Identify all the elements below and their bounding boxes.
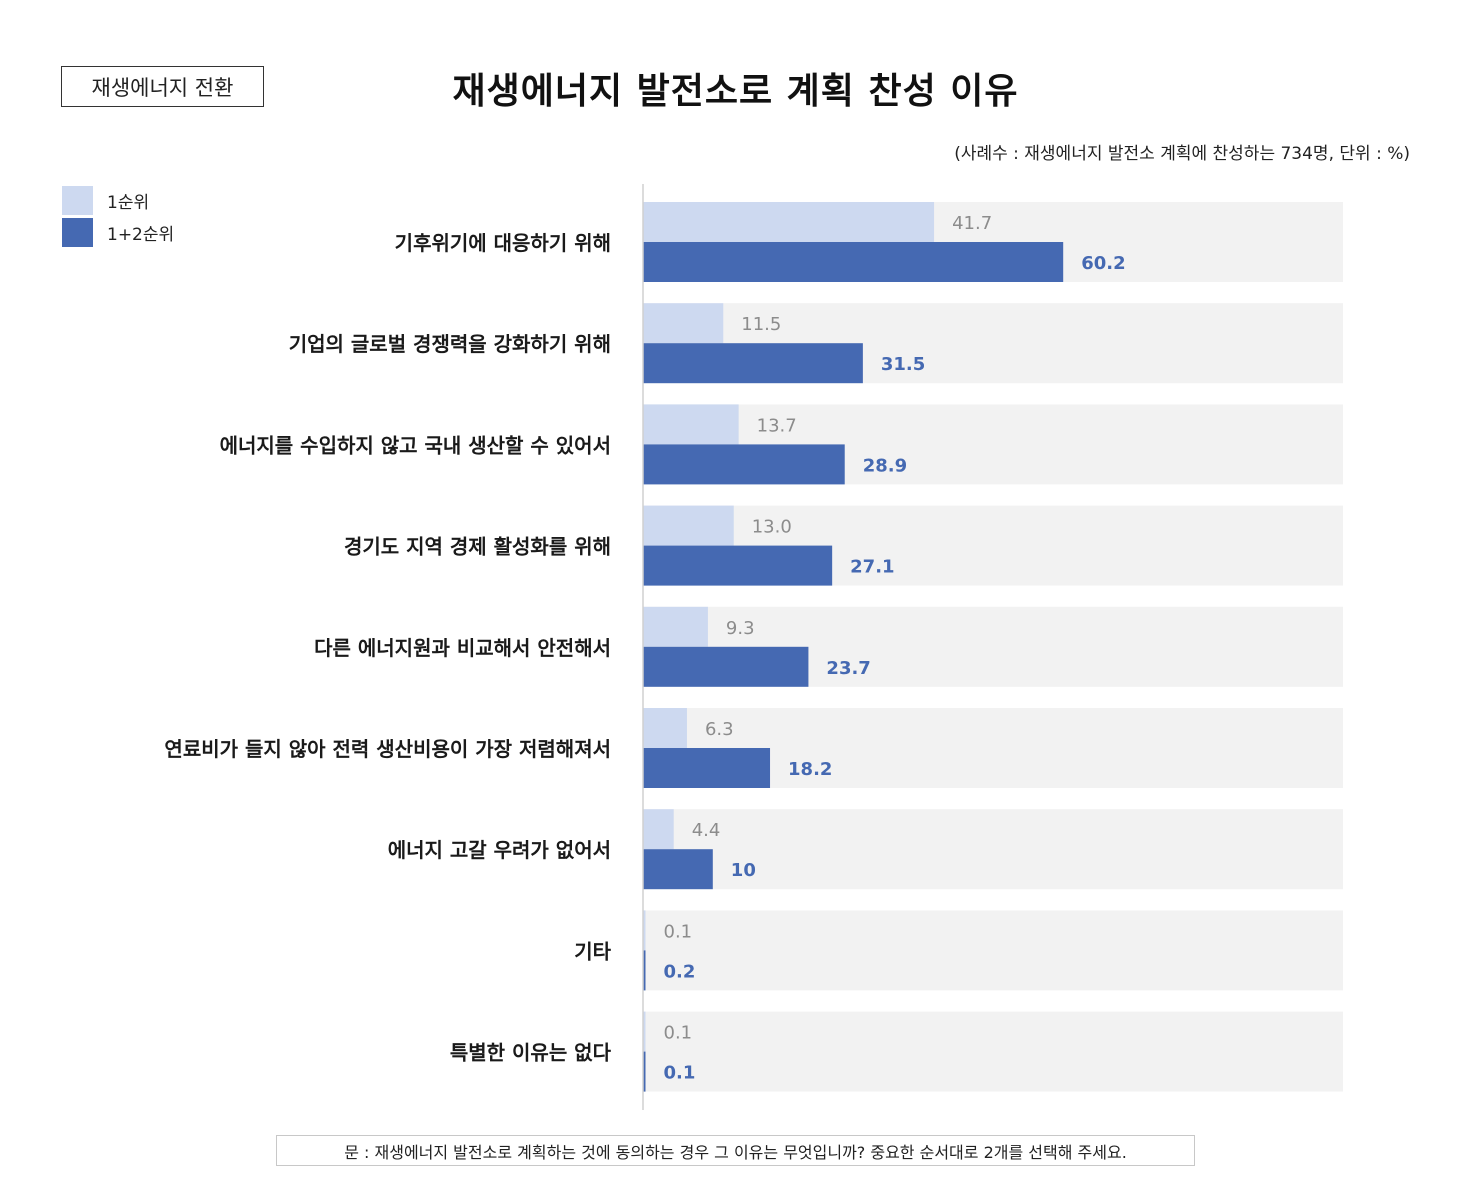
legend: 1순위 1+2순위 (62, 184, 174, 248)
sample-note: (사례수 : 재생에너지 발전소 계획에 찬성하는 734명, 단위 : %) (954, 144, 1410, 164)
bar-both (643, 748, 771, 788)
value-label-both: 60.2 (1081, 253, 1125, 274)
legend-label-both: 1+2순위 (107, 224, 175, 245)
bar-track (643, 1011, 1343, 1092)
bar-first (643, 202, 935, 242)
bar-both (643, 343, 863, 384)
value-label-both: 10 (731, 860, 756, 881)
value-label-first: 4.4 (692, 820, 721, 841)
legend-item-both: 1+2순위 (62, 216, 174, 248)
value-label-both: 27.1 (850, 557, 894, 578)
value-label-first: 6.3 (705, 719, 734, 740)
bar-first (643, 910, 646, 951)
category-label: 경기도 지역 경제 활성화를 위해 (344, 535, 611, 559)
category-label: 기타 (574, 939, 611, 963)
value-label-both: 31.5 (881, 354, 925, 375)
value-label-both: 23.7 (826, 658, 870, 679)
bar-both (643, 444, 845, 485)
bar-first (643, 505, 734, 546)
bar-track (643, 910, 1343, 991)
category-label: 특별한 이유는 없다 (450, 1041, 612, 1065)
legend-label-first: 1순위 (107, 192, 150, 213)
bar-both (643, 849, 713, 890)
bar-both (643, 242, 1064, 282)
value-label-first: 41.7 (952, 213, 992, 234)
bar-first (643, 303, 724, 344)
value-label-first: 9.3 (726, 618, 755, 639)
bar-track (643, 809, 1343, 890)
bar-first (643, 708, 687, 748)
section-tag: 재생에너지 전환 (61, 66, 264, 107)
category-label: 에너지를 수입하지 않고 국내 생산할 수 있어서 (220, 433, 611, 457)
chart-title: 재생에너지 발전소로 계획 찬성 이유 (452, 71, 1019, 112)
category-label: 기후위기에 대응하기 위해 (395, 231, 611, 255)
question-footer: 문 : 재생에너지 발전소로 계획하는 것에 동의하는 경우 그 이유는 무엇입… (276, 1135, 1195, 1166)
value-label-first: 11.5 (741, 314, 781, 335)
value-label-both: 28.9 (863, 455, 907, 476)
value-label-both: 0.1 (664, 1063, 696, 1084)
bar-first (643, 1011, 646, 1052)
legend-item-first: 1순위 (62, 184, 174, 216)
category-label: 기업의 글로벌 경쟁력을 강화하기 위해 (289, 332, 611, 356)
bar-both (643, 545, 833, 586)
category-label: 연료비가 들지 않아 전력 생산비용이 가장 저렴해져서 (164, 737, 611, 761)
value-label-both: 0.2 (664, 961, 696, 982)
category-label: 에너지 고갈 우려가 없어서 (388, 838, 611, 862)
value-label-first: 0.1 (664, 1023, 693, 1044)
value-label-both: 18.2 (788, 759, 832, 780)
category-label: 다른 에너지원과 비교해서 안전해서 (314, 636, 611, 660)
bar-both (643, 646, 809, 687)
bar-first (643, 809, 674, 850)
bar-both (643, 1051, 646, 1092)
value-label-first: 0.1 (664, 921, 693, 942)
bar-both (643, 950, 646, 991)
legend-swatch-both (62, 217, 93, 247)
bar-first (643, 606, 708, 647)
bar-first (643, 404, 739, 445)
value-label-first: 13.7 (757, 415, 797, 436)
legend-swatch-first (62, 185, 93, 215)
value-label-first: 13.0 (752, 517, 792, 538)
